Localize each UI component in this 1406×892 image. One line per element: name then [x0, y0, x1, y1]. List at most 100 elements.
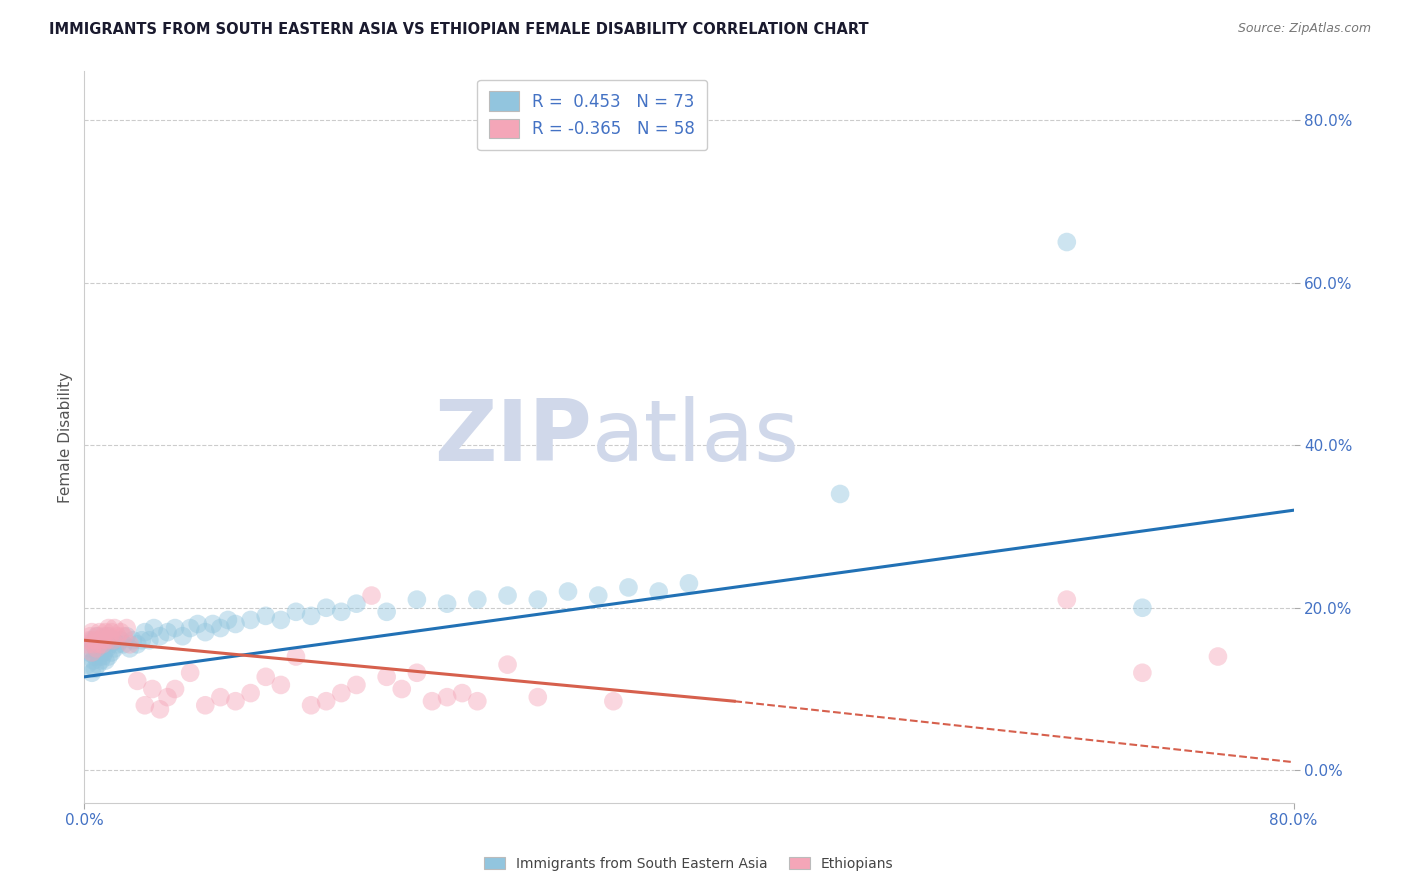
- Point: [527, 690, 550, 705]
- Point: [149, 629, 172, 643]
- Point: [90, 641, 112, 656]
- Point: [84, 649, 107, 664]
- Point: [96, 633, 118, 648]
- Point: [89, 625, 111, 640]
- Point: [138, 633, 160, 648]
- Point: [285, 649, 308, 664]
- Text: Source: ZipAtlas.com: Source: ZipAtlas.com: [1237, 22, 1371, 36]
- Point: [104, 621, 127, 635]
- Point: [107, 629, 129, 643]
- Point: [86, 641, 108, 656]
- Point: [270, 678, 292, 692]
- Point: [112, 637, 135, 651]
- Point: [96, 629, 118, 643]
- Point: [118, 637, 141, 651]
- Point: [96, 641, 118, 656]
- Point: [1056, 235, 1078, 249]
- Point: [254, 670, 277, 684]
- Point: [127, 673, 149, 688]
- Point: [91, 633, 114, 648]
- Point: [1130, 600, 1153, 615]
- Point: [330, 605, 353, 619]
- Point: [254, 608, 277, 623]
- Legend: Immigrants from South Eastern Asia, Ethiopians: Immigrants from South Eastern Asia, Ethi…: [478, 850, 900, 878]
- Point: [91, 637, 114, 651]
- Point: [225, 617, 247, 632]
- Point: [375, 670, 398, 684]
- Point: [165, 681, 187, 696]
- Point: [315, 694, 337, 708]
- Point: [100, 645, 122, 659]
- Point: [115, 629, 138, 643]
- Point: [76, 637, 98, 651]
- Point: [406, 592, 429, 607]
- Point: [87, 657, 110, 672]
- Point: [97, 621, 120, 635]
- Point: [451, 686, 474, 700]
- Point: [467, 694, 489, 708]
- Point: [98, 637, 121, 651]
- Point: [1206, 649, 1229, 664]
- Point: [678, 576, 700, 591]
- Point: [98, 629, 121, 643]
- Point: [165, 621, 187, 635]
- Point: [648, 584, 671, 599]
- Point: [285, 605, 308, 619]
- Point: [187, 617, 209, 632]
- Point: [436, 690, 458, 705]
- Point: [87, 629, 110, 643]
- Point: [94, 654, 117, 668]
- Point: [375, 605, 398, 619]
- Point: [141, 681, 163, 696]
- Point: [239, 613, 262, 627]
- Point: [391, 681, 413, 696]
- Point: [110, 633, 132, 648]
- Point: [110, 625, 132, 640]
- Point: [1056, 592, 1078, 607]
- Point: [91, 649, 114, 664]
- Point: [299, 698, 322, 713]
- Point: [134, 625, 156, 640]
- Point: [77, 633, 100, 648]
- Point: [101, 633, 124, 648]
- Point: [557, 584, 579, 599]
- Point: [217, 613, 239, 627]
- Point: [467, 592, 489, 607]
- Point: [360, 589, 382, 603]
- Point: [179, 621, 201, 635]
- Point: [270, 613, 292, 627]
- Point: [406, 665, 429, 680]
- Point: [496, 589, 519, 603]
- Point: [602, 694, 624, 708]
- Point: [86, 629, 108, 643]
- Point: [179, 665, 201, 680]
- Point: [115, 621, 138, 635]
- Point: [112, 629, 135, 643]
- Point: [330, 686, 353, 700]
- Point: [131, 633, 153, 648]
- Point: [420, 694, 443, 708]
- Text: atlas: atlas: [592, 395, 800, 479]
- Y-axis label: Female Disability: Female Disability: [58, 371, 73, 503]
- Point: [299, 608, 322, 623]
- Point: [93, 645, 115, 659]
- Point: [209, 621, 232, 635]
- Point: [97, 649, 120, 664]
- Text: IMMIGRANTS FROM SOUTH EASTERN ASIA VS ETHIOPIAN FEMALE DISABILITY CORRELATION CH: IMMIGRANTS FROM SOUTH EASTERN ASIA VS ET…: [49, 22, 869, 37]
- Point: [225, 694, 247, 708]
- Point: [239, 686, 262, 700]
- Point: [127, 637, 149, 651]
- Point: [830, 487, 852, 501]
- Point: [84, 633, 107, 648]
- Point: [617, 581, 640, 595]
- Point: [80, 645, 103, 659]
- Point: [1130, 665, 1153, 680]
- Point: [172, 629, 194, 643]
- Point: [315, 600, 337, 615]
- Point: [90, 654, 112, 668]
- Point: [194, 698, 217, 713]
- Point: [588, 589, 610, 603]
- Point: [104, 641, 127, 656]
- Point: [79, 629, 101, 643]
- Point: [86, 641, 108, 656]
